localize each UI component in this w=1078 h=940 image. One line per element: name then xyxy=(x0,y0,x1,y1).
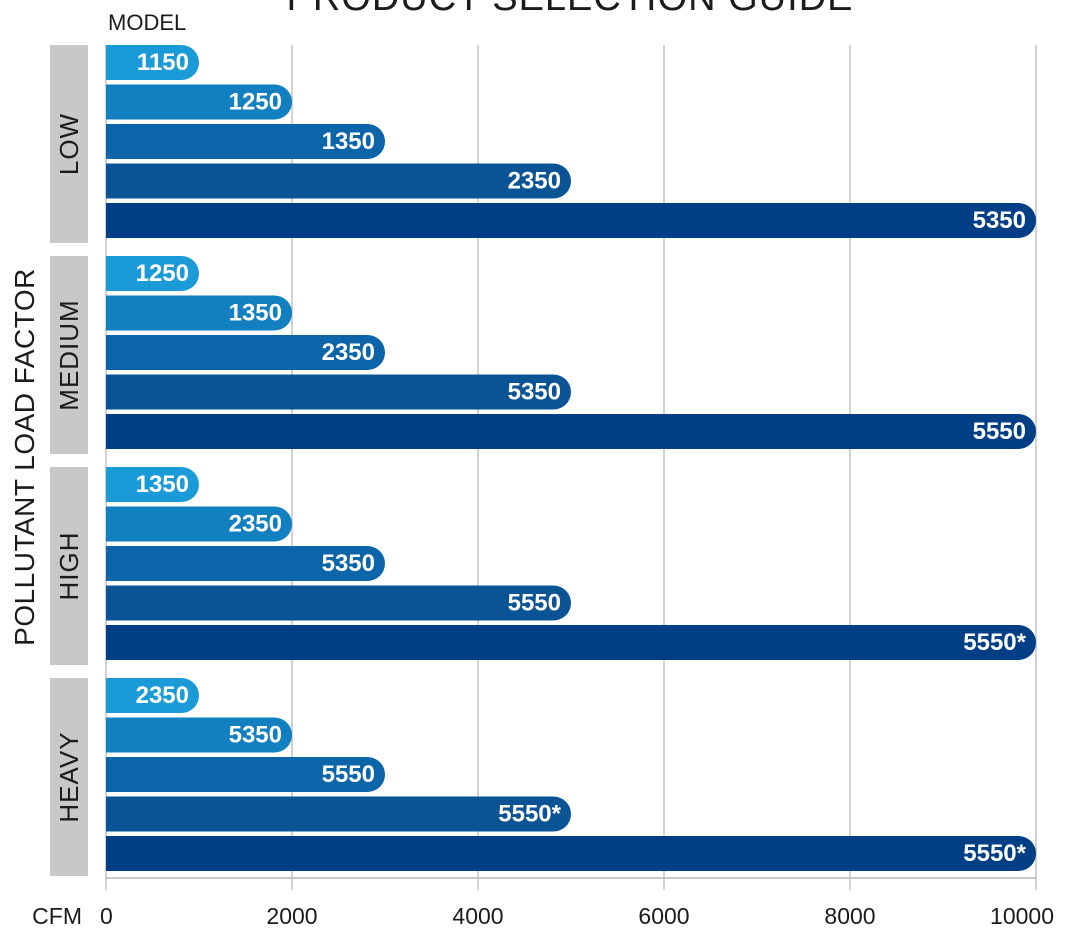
model-header: MODEL xyxy=(108,10,186,35)
bar-model-label: 2350 xyxy=(508,168,561,195)
bar-model-label: 2350 xyxy=(136,682,189,709)
bar xyxy=(106,256,199,291)
bar xyxy=(106,678,199,713)
x-tick-label: 8000 xyxy=(824,903,875,929)
x-tick-label: 2000 xyxy=(266,903,317,929)
bar xyxy=(106,203,1036,238)
bar xyxy=(106,585,571,621)
bar xyxy=(106,836,1036,871)
group-band-low xyxy=(50,45,88,243)
bar xyxy=(106,84,292,120)
group-bands: LOW MEDIUM HIGH HEAVY xyxy=(50,45,88,876)
bar-model-label: 5550* xyxy=(963,629,1026,656)
bar xyxy=(106,757,385,792)
bar xyxy=(106,467,199,502)
bar-model-label: 2350 xyxy=(229,511,282,538)
x-tick-label: 10000 xyxy=(990,903,1054,929)
bar xyxy=(106,163,571,199)
bar xyxy=(106,796,571,832)
bar-model-label: 1250 xyxy=(136,260,189,287)
group-label: HEAVY xyxy=(54,731,84,822)
bar xyxy=(106,295,292,331)
bar-model-label: 1350 xyxy=(229,300,282,327)
bar-model-label: 1350 xyxy=(322,128,375,155)
bar xyxy=(106,335,385,370)
y-axis-label: POLLUTANT LOAD FACTOR xyxy=(9,268,40,646)
bars: 1150 1250 1350 2350 5350 1250 1350 2350 5350 5550… xyxy=(106,45,1036,871)
bar-model-label: 1350 xyxy=(136,471,189,498)
group-band-medium xyxy=(50,256,88,454)
x-axis-ticks: 0 2000 4000 6000 8000 10000 xyxy=(100,903,1054,929)
bar xyxy=(106,374,571,410)
bar-model-label: 5350 xyxy=(508,379,561,406)
x-tick-label: 6000 xyxy=(638,903,689,929)
bar xyxy=(106,546,385,581)
bar xyxy=(106,717,292,753)
group-band-high xyxy=(50,467,88,665)
group-label: LOW xyxy=(54,113,84,175)
bar-model-label: 5550 xyxy=(973,418,1026,445)
bar-model-label: 5550 xyxy=(508,590,561,617)
bar-model-label: 5550 xyxy=(322,761,375,788)
x-tick-label: 0 xyxy=(100,903,113,929)
group-band-heavy xyxy=(50,678,88,876)
x-tick-label: 4000 xyxy=(452,903,503,929)
bar xyxy=(106,124,385,159)
group-label: MEDIUM xyxy=(54,299,84,410)
bar xyxy=(106,414,1036,449)
bar-model-label: 2350 xyxy=(322,339,375,366)
bar xyxy=(106,625,1036,660)
bar-model-label: 5350 xyxy=(322,550,375,577)
bar xyxy=(106,506,292,542)
bar-model-label: 5350 xyxy=(973,207,1026,234)
bar-model-label: 1250 xyxy=(229,89,282,116)
x-axis-unit-label: CFM xyxy=(32,903,82,929)
chart-title: PRODUCT SELECTION GUIDE xyxy=(286,0,853,19)
bar xyxy=(106,45,199,80)
bar-model-label: 5550* xyxy=(963,840,1026,867)
bar-model-label: 1150 xyxy=(137,49,189,76)
bar-model-label: 5350 xyxy=(229,722,282,749)
group-label: HIGH xyxy=(54,532,84,601)
bar-model-label: 5550* xyxy=(498,801,561,828)
